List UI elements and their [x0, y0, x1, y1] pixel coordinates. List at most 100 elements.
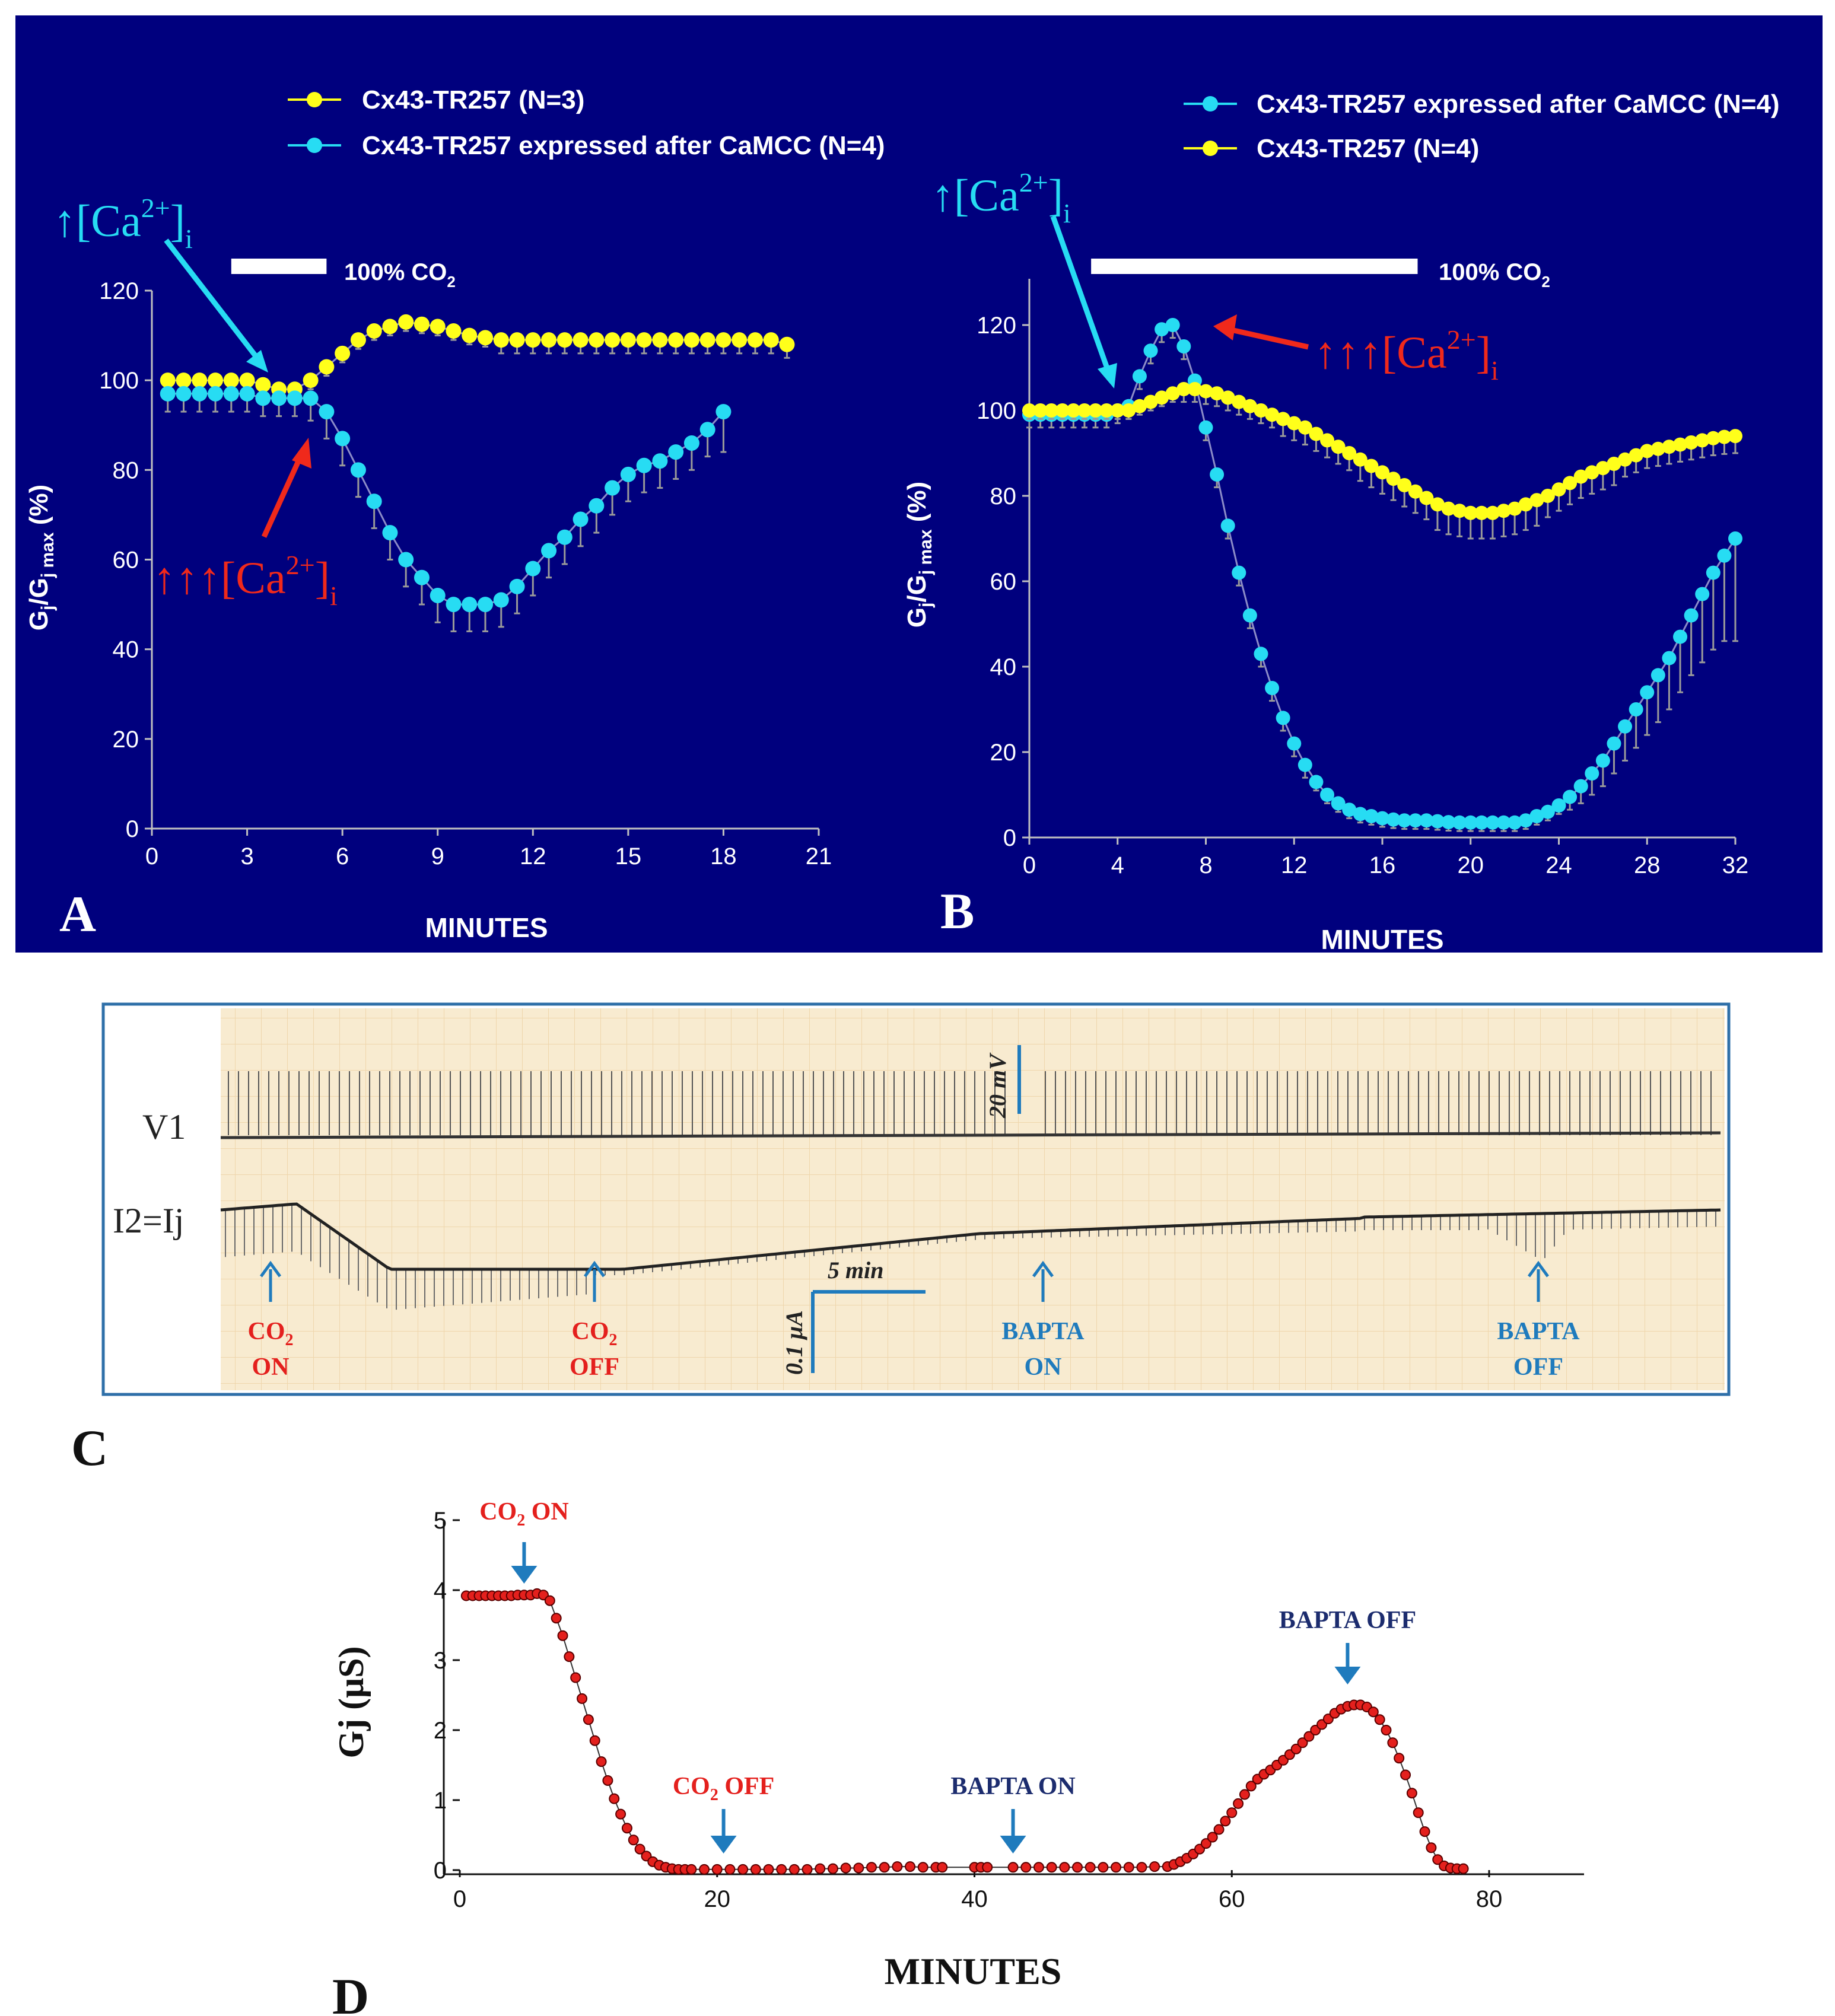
data-point — [1155, 322, 1169, 337]
ca-big-label-b: ↑↑↑[Ca2+]i — [1314, 324, 1499, 386]
data-point — [605, 480, 621, 496]
data-point — [1232, 565, 1246, 580]
ca-small-arrowhead-b — [1098, 363, 1117, 388]
data-point — [1210, 386, 1225, 401]
data-point — [192, 372, 208, 388]
data-point — [1233, 1798, 1244, 1809]
y-tick-label: 20 — [990, 740, 1017, 766]
data-point — [1303, 1731, 1315, 1742]
data-point — [1485, 815, 1500, 830]
data-point — [1375, 465, 1389, 480]
x-tick-label: 40 — [961, 1886, 988, 1912]
data-point — [1640, 685, 1655, 700]
data-point — [1155, 390, 1169, 405]
data-point — [335, 431, 351, 447]
data-point — [1239, 1789, 1250, 1800]
data-point — [303, 390, 319, 406]
data-point — [1099, 403, 1114, 418]
data-point — [1430, 814, 1445, 829]
data-point — [1695, 433, 1710, 448]
data-point — [652, 332, 668, 348]
data-point — [1297, 420, 1312, 435]
data-point — [1111, 1862, 1122, 1873]
data-point — [589, 1735, 600, 1746]
ca-small-arrowhead-a — [246, 350, 268, 372]
data-point — [1529, 493, 1544, 508]
data-point — [1353, 807, 1367, 821]
ca-small-label-a: ↑[Ca2+]i — [53, 193, 193, 254]
data-point — [620, 332, 636, 348]
data-point — [589, 332, 605, 348]
marker-arrowhead-0 — [259, 1260, 282, 1278]
x-tick-label: 20 — [1458, 852, 1484, 878]
data-point — [303, 372, 319, 388]
data-point — [1432, 1854, 1443, 1865]
data-point — [1728, 531, 1742, 546]
data-point — [827, 1863, 838, 1874]
data-point — [602, 1775, 613, 1786]
x-tick-label: 0 — [145, 843, 158, 870]
data-point — [462, 327, 478, 343]
x-tick-label: 18 — [710, 843, 737, 870]
data-point — [621, 1823, 632, 1834]
data-point — [1007, 1862, 1019, 1873]
data-point — [1165, 386, 1180, 401]
data-point — [1508, 815, 1522, 830]
x-tick-label: 8 — [1199, 852, 1212, 878]
y-tick-label: 40 — [990, 654, 1017, 680]
bapta-on-arrowhead — [1000, 1836, 1026, 1853]
data-point — [1254, 646, 1268, 661]
data-point — [557, 1630, 568, 1641]
x-tick-label: 4 — [1111, 852, 1124, 878]
data-point — [1695, 587, 1710, 601]
data-point — [1585, 465, 1599, 480]
legend-b-yellow-marker — [1203, 141, 1218, 156]
marker-label-line1-1: CO2 — [572, 1318, 618, 1349]
data-point — [1458, 1863, 1469, 1874]
data-point — [1143, 343, 1158, 358]
data-point — [763, 1864, 774, 1875]
marker-arrowhead-1 — [583, 1260, 606, 1278]
data-point — [1496, 815, 1511, 830]
data-point — [223, 386, 239, 402]
panel-d: 0 20 40 60 80 0 1 2 3 4 5 Gj (μS) MINUTES D CO2 ON… — [332, 1498, 1584, 2016]
data-point — [1452, 815, 1467, 830]
data-point — [699, 332, 715, 348]
v1-trace — [220, 1131, 1721, 1139]
data-point — [414, 316, 430, 332]
data-point — [1728, 429, 1742, 444]
data-point — [1413, 1807, 1424, 1818]
data-point — [1066, 403, 1081, 418]
y-tick-label: 1 — [434, 1788, 447, 1814]
data-point — [556, 529, 573, 545]
scale-label-mv: 20 mV — [984, 1052, 1011, 1119]
legend-b: Cx43-TR257 expressed after CaMCC (N=4) C… — [1184, 90, 1780, 163]
data-point — [1441, 815, 1456, 830]
data-point — [1265, 681, 1280, 695]
data-point — [1254, 403, 1268, 418]
data-point — [1426, 1842, 1437, 1853]
data-point — [1419, 491, 1434, 505]
data-point — [1085, 1862, 1096, 1873]
data-point — [879, 1862, 890, 1873]
panel-letter-a: A — [59, 886, 96, 942]
data-point — [1022, 403, 1036, 418]
data-point — [1474, 815, 1489, 830]
data-point — [620, 466, 636, 482]
data-point — [683, 332, 699, 348]
data-point — [509, 332, 525, 348]
data-point — [1673, 437, 1688, 452]
marker-label-line1-0: CO2 — [248, 1318, 294, 1349]
data-point — [287, 390, 303, 406]
y-tick-label: 100 — [99, 368, 139, 394]
data-point — [1220, 518, 1235, 533]
co2-label-a: 100% CO2 — [344, 259, 456, 291]
data-point — [699, 422, 715, 438]
data-point — [596, 1756, 607, 1767]
y-tick-label: 0 — [434, 1858, 447, 1884]
data-point — [1551, 482, 1566, 497]
data-point — [319, 359, 335, 375]
data-point — [430, 319, 446, 335]
data-point — [605, 332, 621, 348]
data-point — [917, 1862, 928, 1873]
